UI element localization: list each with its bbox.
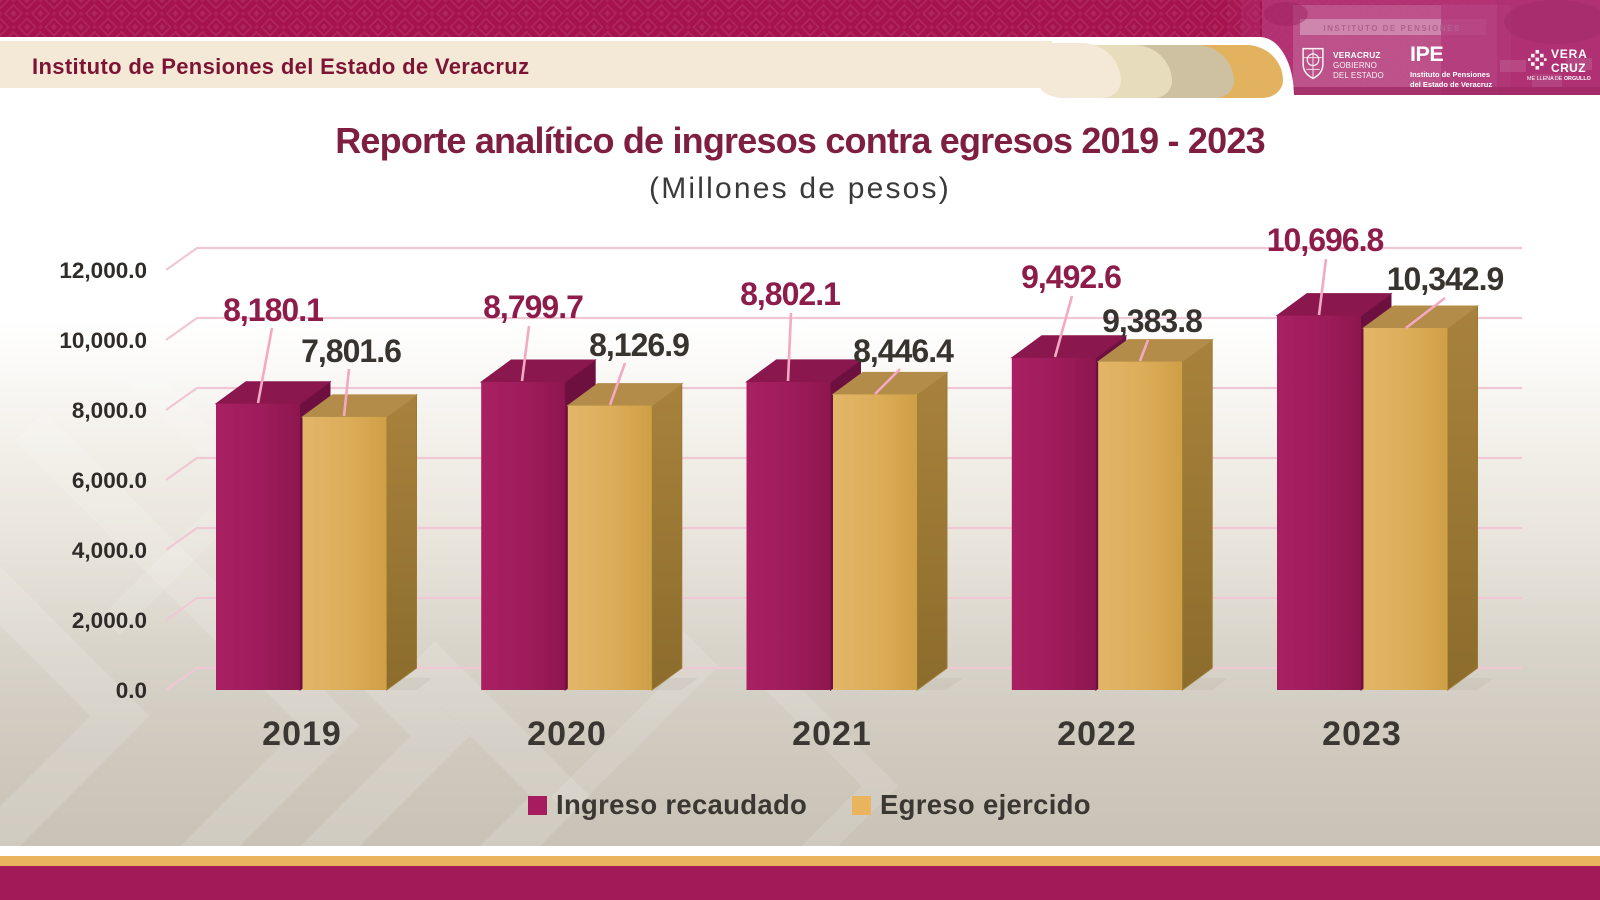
svg-text:8,799.7: 8,799.7 [483, 289, 583, 325]
svg-text:9,492.6: 9,492.6 [1021, 259, 1121, 295]
svg-text:9,383.8: 9,383.8 [1102, 303, 1202, 339]
svg-text:Egreso ejercido: Egreso ejercido [880, 789, 1091, 820]
svg-text:2022: 2022 [1057, 715, 1137, 753]
svg-text:2023: 2023 [1322, 715, 1402, 753]
svg-text:12,000.0: 12,000.0 [59, 258, 147, 283]
svg-text:8,126.9: 8,126.9 [589, 327, 689, 363]
svg-text:Ingreso recaudado: Ingreso recaudado [556, 789, 807, 820]
svg-text:8,446.4: 8,446.4 [853, 333, 954, 369]
svg-text:10,696.8: 10,696.8 [1267, 222, 1384, 258]
svg-text:7,801.6: 7,801.6 [301, 333, 401, 369]
svg-text:8,180.1: 8,180.1 [223, 292, 323, 328]
svg-text:8,802.1: 8,802.1 [740, 276, 840, 312]
svg-text:8,000.0: 8,000.0 [72, 398, 147, 423]
svg-text:6,000.0: 6,000.0 [72, 468, 147, 493]
svg-text:2019: 2019 [262, 715, 342, 753]
svg-text:4,000.0: 4,000.0 [72, 538, 147, 563]
svg-text:INSTITUTO DE PENSIONES: INSTITUTO DE PENSIONES [1323, 24, 1460, 33]
svg-text:10,342.9: 10,342.9 [1387, 261, 1504, 297]
svg-text:2021: 2021 [792, 715, 872, 753]
svg-text:2,000.0: 2,000.0 [72, 608, 147, 633]
svg-text:2020: 2020 [527, 715, 607, 753]
svg-text:0.0: 0.0 [116, 678, 147, 703]
svg-text:10,000.0: 10,000.0 [59, 328, 147, 353]
